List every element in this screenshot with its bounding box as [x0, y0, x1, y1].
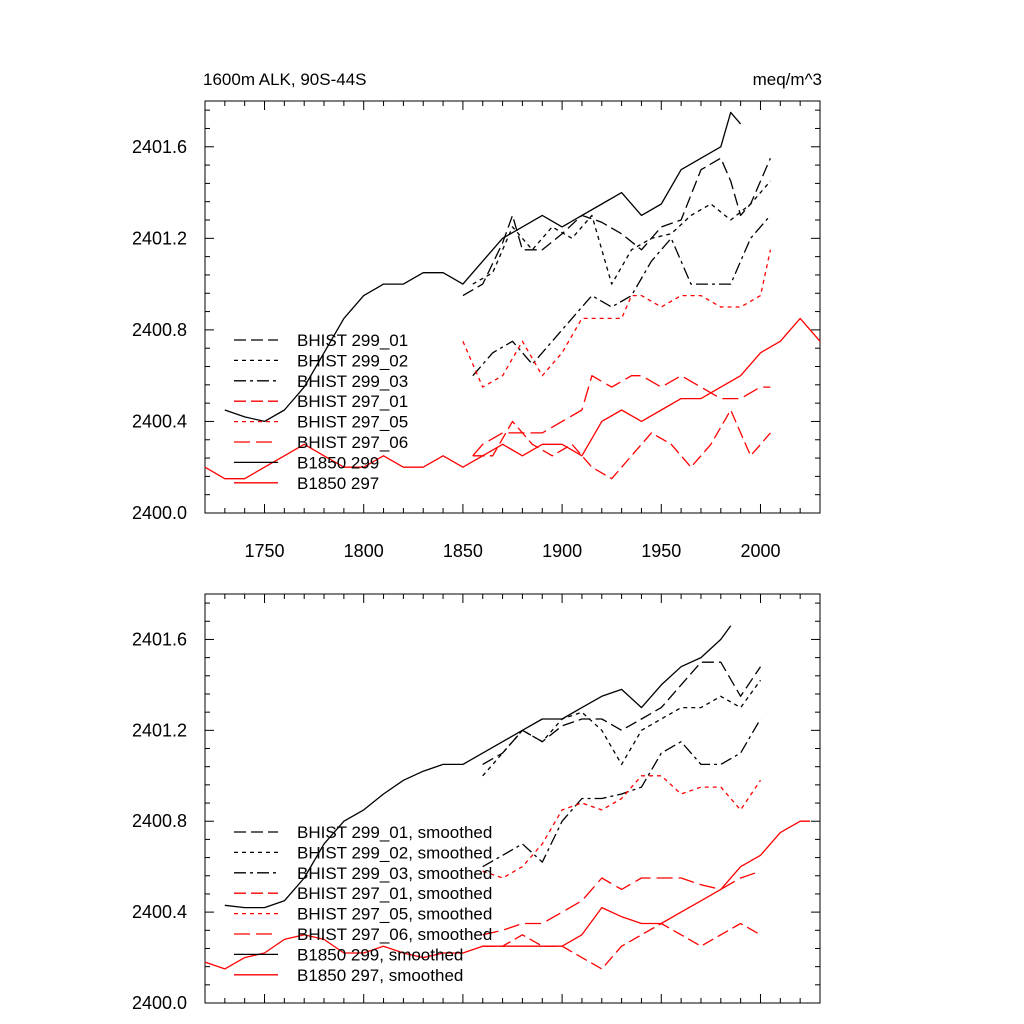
legend-label: BHIST 299_03, smoothed [297, 864, 492, 883]
legend-label: BHIST 299_02 [297, 351, 408, 370]
chart-title-left: 1600m ALK, 90S-44S [203, 70, 367, 89]
y-tick-label: 2400.4 [132, 411, 187, 431]
legend-label: BHIST 299_03 [297, 372, 408, 391]
x-tick-label: 1900 [542, 541, 582, 561]
x-tick-label: 1950 [641, 541, 681, 561]
plot-frame [204, 593, 821, 1004]
y-tick-label: 2400.4 [132, 902, 187, 922]
top-panel: 2400.0 2400.4 2400.8 2401.2 2401.6 1750 1800 18… [132, 70, 822, 561]
legend-label: B1850 297, smoothed [297, 966, 463, 985]
legend-label: BHIST 297_01, smoothed [297, 884, 492, 903]
y-tick-label: 2401.6 [132, 629, 187, 649]
legend-label: BHIST 297_06 [297, 433, 408, 452]
y-tick-label: 2400.0 [132, 993, 187, 1013]
legend-label: B1850 299, smoothed [297, 945, 463, 964]
legend-label: BHIST 297_06, smoothed [297, 925, 492, 944]
series-line-1 [462, 157, 771, 297]
legend-label: BHIST 297_05 [297, 413, 408, 432]
series-line-1 [482, 661, 762, 765]
legend-label: B1850 297 [297, 474, 379, 493]
y-tick-label: 2401.6 [132, 137, 187, 157]
x-tick-label: 1800 [344, 541, 384, 561]
x-tick-label: 1850 [443, 541, 483, 561]
series-line-6 [472, 375, 771, 457]
y-tick-label: 2400.8 [132, 320, 187, 340]
bottom-panel: 2400.0 2400.4 2400.8 2401.2 2401.6 BHIST 299_… [132, 593, 821, 1013]
series-line-4 [472, 409, 771, 480]
y-tick-label: 2400.8 [132, 811, 187, 831]
legend-label: BHIST 299_02, smoothed [297, 843, 492, 862]
legend-label: BHIST 299_01 [297, 331, 408, 350]
series-line-8 [204, 317, 821, 480]
series-line-3 [472, 214, 771, 377]
series-line-2 [472, 180, 771, 285]
x-tick-label: 1750 [244, 541, 284, 561]
series-line-7 [224, 625, 732, 909]
chart-title-right: meq/m^3 [753, 70, 822, 89]
legend-label: BHIST 297_01 [297, 392, 408, 411]
series-line-6 [482, 870, 761, 936]
legend-label: BHIST 297_05, smoothed [297, 905, 492, 924]
legend-label: B1850 299 [297, 453, 379, 472]
series-line-8 [204, 820, 811, 970]
series-line-5 [462, 249, 772, 388]
legend-label: BHIST 299_01, smoothed [297, 823, 492, 842]
series-line-2 [482, 679, 762, 777]
plot-frame [204, 100, 821, 514]
series-line-5 [482, 775, 762, 879]
y-tick-label: 2401.2 [132, 228, 187, 248]
y-tick-label: 2401.2 [132, 720, 187, 740]
x-tick-label: 2000 [740, 541, 780, 561]
series-line-4 [482, 922, 761, 970]
series-line-3 [482, 718, 762, 868]
y-tick-label: 2400.0 [132, 503, 187, 523]
series-line-7 [224, 111, 742, 423]
